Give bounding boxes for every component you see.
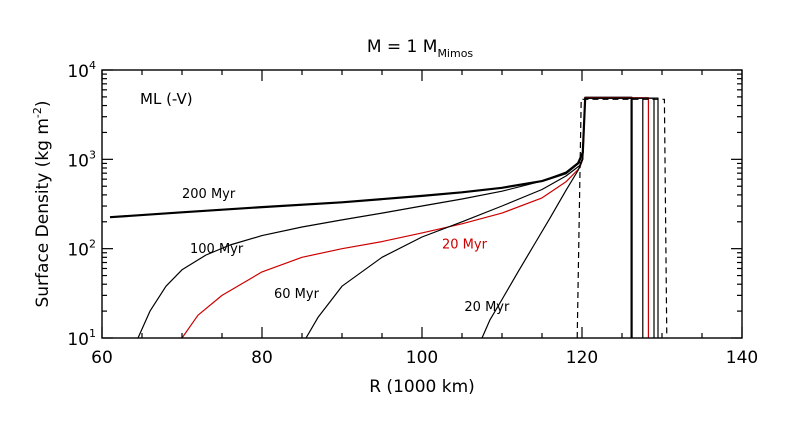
title-subscript: Mimos [437, 47, 473, 60]
annotation-ann-200: 200 Myr [182, 187, 236, 202]
y-tick-label: 104 [67, 59, 96, 82]
ylabel-close: ) [33, 100, 53, 107]
x-axis-label: R (1000 km) [369, 377, 475, 397]
annotation-ann-60: 60 Myr [274, 287, 320, 302]
series-line-4 [481, 97, 659, 338]
y-axis-label: Surface Density (kg m-2) [31, 100, 53, 307]
series-line-5 [576, 98, 668, 338]
x-tick-label: 60 [91, 348, 113, 368]
annotation-ann-20b: 20 Myr [464, 300, 510, 315]
annotation-group: 200 Myr 100 Myr 60 Myr 20 Myr 20 Myr [182, 187, 510, 315]
series-line-1 [137, 97, 655, 338]
tick-group: 60 80 100 120 140 101 102 103 104 [67, 59, 758, 368]
chart-title: M = 1 MMimos [367, 37, 474, 60]
series-line-0 [109, 96, 633, 338]
x-tick-label: 140 [726, 348, 758, 368]
plot-frame [101, 69, 743, 339]
series-group [109, 96, 668, 338]
y-tick-label: 102 [67, 238, 96, 261]
y-tick-label: 103 [67, 148, 96, 171]
x-tick-label: 80 [251, 348, 273, 368]
series-line-2 [181, 97, 649, 338]
annotation-ann-20r: 20 Myr [442, 238, 488, 253]
ylabel-superscript: -2 [31, 107, 44, 118]
y-tick-label: 101 [67, 327, 96, 350]
x-tick-label: 100 [406, 348, 438, 368]
panel-label: ML (-V) [140, 90, 193, 108]
x-tick-label: 120 [566, 348, 598, 368]
annotation-ann-100: 100 Myr [190, 242, 244, 257]
